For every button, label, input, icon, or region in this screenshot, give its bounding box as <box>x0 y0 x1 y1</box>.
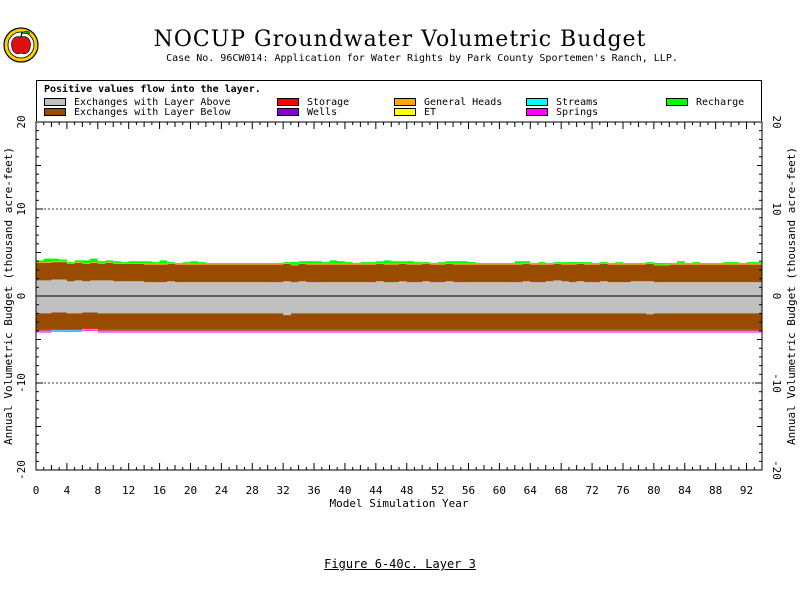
legend-label: General Heads <box>424 96 503 108</box>
x-tick-label: 12 <box>122 484 135 497</box>
y-tick-label-right: 0 <box>770 293 783 300</box>
area-recharge-positive <box>36 258 762 265</box>
legend-item-recharge: Recharge <box>666 96 745 108</box>
x-tick-label: 28 <box>246 484 259 497</box>
legend-swatch <box>526 98 548 106</box>
x-tick-label: 0 <box>33 484 40 497</box>
figure-caption: Figure 6-40c. Layer 3 <box>324 557 476 571</box>
x-tick-label: 92 <box>740 484 753 497</box>
legend-item-storage: Storage <box>277 96 350 108</box>
y-tick-label-right: -20 <box>770 460 783 480</box>
area-streams-negative <box>36 329 762 332</box>
x-tick-label: 20 <box>184 484 197 497</box>
legend-item-streams: Streams <box>526 96 599 108</box>
x-tick-label: 48 <box>400 484 413 497</box>
x-tick-label: 56 <box>462 484 475 497</box>
x-tick-label: 36 <box>307 484 320 497</box>
legend-label: Exchanges with Layer Below <box>74 106 231 118</box>
x-tick-label: 40 <box>338 484 351 497</box>
legend-label: Wells <box>307 106 338 118</box>
legend: Positive values flow into the layer. Exc… <box>36 80 762 121</box>
chart-areas <box>36 258 762 333</box>
legend-swatch <box>277 98 299 106</box>
area-exchanges-with-layer-above-negative <box>36 296 762 316</box>
legend-label: Streams <box>556 96 599 108</box>
x-tick-label: 84 <box>678 484 692 497</box>
y-axis-label-left: Annual Volumetric Budget (thousand acre-… <box>2 147 15 445</box>
y-tick-label-left: -10 <box>15 373 28 393</box>
legend-swatch <box>394 98 416 106</box>
legend-item-et: ET <box>394 106 437 118</box>
chart-ticks: 0 4 8 12 16 20 24 28 32 36 40 44 48 52 56 60 64 68 72 76 80 8… <box>15 115 783 497</box>
area-exchanges-with-layer-below-negative <box>36 312 762 330</box>
legend-swatch <box>277 108 299 116</box>
x-tick-label: 68 <box>555 484 568 497</box>
y-axis-label-right: Annual Volumetric Budget (thousand acre-… <box>785 147 798 445</box>
y-tick-label-left: 10 <box>15 202 28 215</box>
legend-item-layer-above: Exchanges with Layer Above <box>44 96 231 108</box>
y-tick-label-left: 0 <box>15 293 28 300</box>
legend-item-layer-below: Exchanges with Layer Below <box>44 106 231 118</box>
legend-swatch <box>44 98 66 106</box>
chart-subtitle: Case No. 96CW014: Application for Water … <box>166 53 678 64</box>
area-springs-negative <box>36 329 762 333</box>
legend-label: ET <box>424 106 437 118</box>
x-tick-label: 64 <box>524 484 538 497</box>
x-tick-label: 8 <box>94 484 101 497</box>
legend-swatch <box>44 108 66 116</box>
y-tick-label-left: 20 <box>15 115 28 128</box>
legend-label: Exchanges with Layer Above <box>74 96 231 108</box>
legend-item-wells: Wells <box>277 106 338 118</box>
legend-header: Positive values flow into the layer. <box>44 84 261 95</box>
y-tick-label-right: 20 <box>770 115 783 128</box>
legend-label: Springs <box>556 106 599 118</box>
chart-title: NOCUP Groundwater Volumetric Budget <box>153 27 647 52</box>
x-axis-label: Model Simulation Year <box>329 497 468 510</box>
x-tick-label: 44 <box>369 484 383 497</box>
chart-gridlines <box>36 208 762 384</box>
x-tick-label: 16 <box>153 484 166 497</box>
x-tick-label: 80 <box>647 484 660 497</box>
y-tick-label-right: 10 <box>770 202 783 215</box>
legend-swatch <box>526 108 548 116</box>
x-tick-label: 60 <box>493 484 506 497</box>
legend-item-springs: Springs <box>526 106 599 118</box>
x-tick-label: 76 <box>616 484 629 497</box>
apple-logo-icon <box>3 27 39 63</box>
legend-label: Recharge <box>696 96 745 108</box>
legend-item-general-heads: General Heads <box>394 96 503 108</box>
y-tick-label-left: -20 <box>15 460 28 480</box>
y-tick-label-right: -10 <box>770 373 783 393</box>
area-storage-negative <box>36 328 762 331</box>
x-tick-label: 4 <box>64 484 71 497</box>
area-exchanges-with-layer-below-positive <box>36 262 762 283</box>
x-tick-label: 52 <box>431 484 444 497</box>
x-tick-label: 24 <box>215 484 229 497</box>
legend-swatch <box>394 108 416 116</box>
x-tick-label: 72 <box>585 484 598 497</box>
x-tick-label: 88 <box>709 484 722 497</box>
legend-swatch <box>666 98 688 106</box>
x-tick-label: 32 <box>277 484 290 497</box>
legend-label: Storage <box>307 96 350 108</box>
area-exchanges-with-layer-above-positive <box>36 279 762 296</box>
